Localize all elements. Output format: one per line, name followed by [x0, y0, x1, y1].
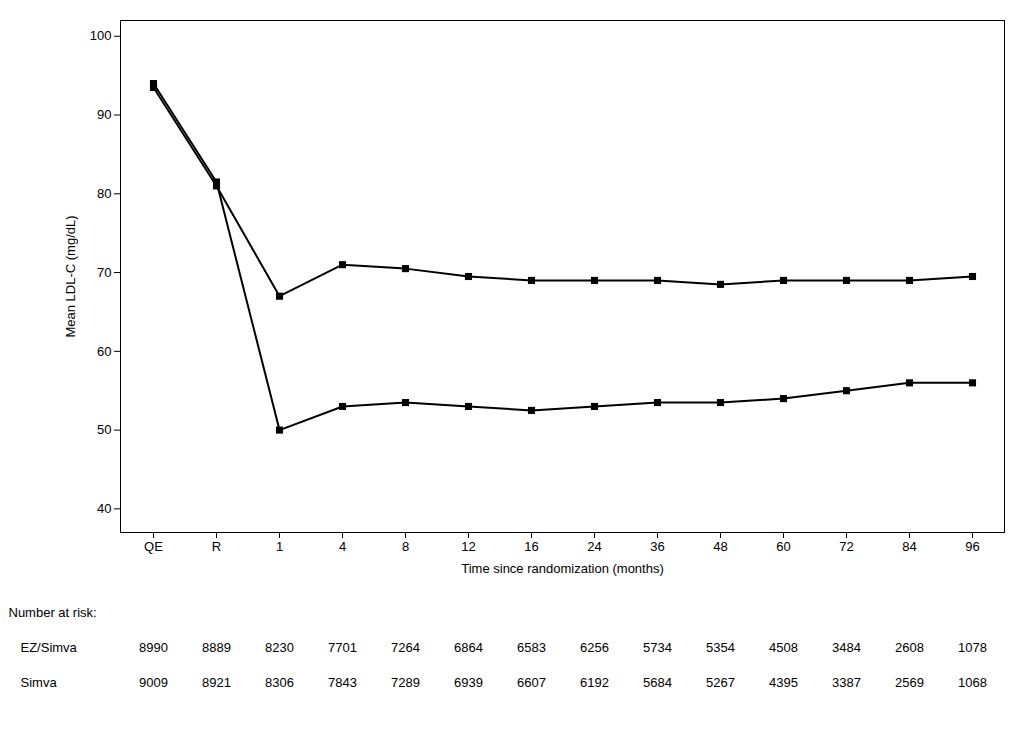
svg-text:5684: 5684 [643, 675, 672, 690]
svg-text:1068: 1068 [958, 675, 987, 690]
svg-text:8921: 8921 [202, 675, 231, 690]
svg-text:6192: 6192 [580, 675, 609, 690]
svg-text:5734: 5734 [643, 640, 672, 655]
svg-text:2569: 2569 [895, 675, 924, 690]
svg-text:Number at risk:: Number at risk: [9, 605, 97, 620]
svg-text:1: 1 [276, 539, 283, 554]
svg-text:1078: 1078 [958, 640, 987, 655]
svg-text:6256: 6256 [580, 640, 609, 655]
svg-text:7264: 7264 [391, 640, 420, 655]
svg-text:12: 12 [461, 539, 475, 554]
svg-text:90: 90 [97, 107, 111, 122]
svg-text:5354: 5354 [706, 640, 735, 655]
svg-text:R: R [212, 539, 221, 554]
svg-text:24: 24 [587, 539, 601, 554]
svg-text:16: 16 [524, 539, 538, 554]
svg-text:7701: 7701 [328, 640, 357, 655]
svg-text:6864: 6864 [454, 640, 483, 655]
svg-text:Time since randomization (mont: Time since randomization (months) [461, 561, 664, 576]
svg-text:4395: 4395 [769, 675, 798, 690]
svg-text:50: 50 [97, 422, 111, 437]
svg-text:100: 100 [90, 28, 112, 43]
svg-text:6583: 6583 [517, 640, 546, 655]
svg-text:4508: 4508 [769, 640, 798, 655]
svg-text:8230: 8230 [265, 640, 294, 655]
svg-text:72: 72 [839, 539, 853, 554]
svg-text:9009: 9009 [139, 675, 168, 690]
svg-text:8889: 8889 [202, 640, 231, 655]
svg-text:40: 40 [97, 501, 111, 516]
svg-text:8: 8 [402, 539, 409, 554]
svg-text:5267: 5267 [706, 675, 735, 690]
svg-text:QE: QE [144, 539, 163, 554]
svg-text:96: 96 [965, 539, 979, 554]
svg-text:EZ/Simva: EZ/Simva [21, 640, 78, 655]
svg-text:48: 48 [713, 539, 727, 554]
svg-text:60: 60 [776, 539, 790, 554]
svg-text:80: 80 [97, 186, 111, 201]
svg-text:Simva: Simva [21, 675, 58, 690]
svg-text:8306: 8306 [265, 675, 294, 690]
svg-text:60: 60 [97, 343, 111, 358]
svg-text:2608: 2608 [895, 640, 924, 655]
svg-text:3484: 3484 [832, 640, 861, 655]
svg-text:Mean LDL-C (mg/dL): Mean LDL-C (mg/dL) [63, 215, 78, 337]
svg-text:7289: 7289 [391, 675, 420, 690]
svg-text:7843: 7843 [328, 675, 357, 690]
svg-text:70: 70 [97, 265, 111, 280]
svg-text:36: 36 [650, 539, 664, 554]
svg-text:8990: 8990 [139, 640, 168, 655]
svg-text:6939: 6939 [454, 675, 483, 690]
svg-text:6607: 6607 [517, 675, 546, 690]
svg-text:84: 84 [902, 539, 916, 554]
svg-text:3387: 3387 [832, 675, 861, 690]
svg-text:4: 4 [339, 539, 346, 554]
